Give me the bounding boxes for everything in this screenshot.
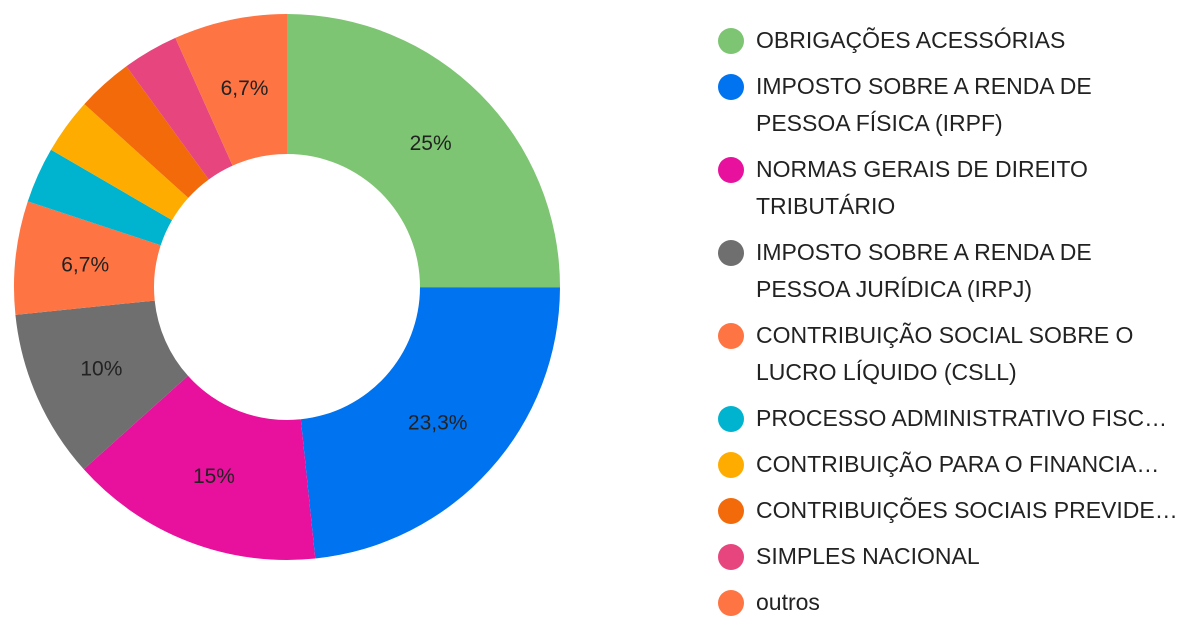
legend-label: IMPOSTO SOBRE A RENDA DE PESSOA JURÍDICA… xyxy=(756,239,1092,302)
legend-label: NORMAS GERAIS DE DIREITO TRIBUTÁRIO xyxy=(756,156,1088,219)
legend-swatch xyxy=(718,544,744,570)
slice-processo-administrativo-fisc[interactable] xyxy=(27,149,173,246)
legend-swatch xyxy=(718,28,744,54)
legend-swatch xyxy=(718,452,744,478)
legend-item-processo-administrativo-fisc[interactable]: PROCESSO ADMINISTRATIVO FISC… xyxy=(718,400,1188,437)
legend-item-imposto-sobre-a-renda-de-pessoa-juridica-irpj[interactable]: IMPOSTO SOBRE A RENDA DE PESSOA JURÍDICA… xyxy=(718,234,1188,308)
slice-label-normas-gerais-de-direito-tributario: 15% xyxy=(193,465,235,488)
donut-slices xyxy=(13,13,560,560)
legend-label: IMPOSTO SOBRE A RENDA DE PESSOA FÍSICA (… xyxy=(756,73,1092,136)
slice-data-labels: 25% 23,3% 15% 10% 6,7% 6,7% xyxy=(61,77,467,488)
slice-imposto-sobre-a-renda-de-pessoa-fisica-irpf[interactable] xyxy=(300,287,560,559)
legend-item-simples-nacional[interactable]: SIMPLES NACIONAL xyxy=(718,538,1188,575)
legend-item-outros[interactable]: outros xyxy=(718,584,1188,621)
slice-outros[interactable] xyxy=(175,13,287,166)
chart-legend: OBRIGAÇÕES ACESSÓRIAS IMPOSTO SOBRE A REN… xyxy=(718,22,1188,630)
legend-item-contribuicao-para-o-financia[interactable]: CONTRIBUIÇÃO PARA O FINANCIA… xyxy=(718,446,1188,483)
legend-label: CONTRIBUIÇÃO SOCIAL SOBRE O LUCRO LÍQUID… xyxy=(756,322,1134,385)
legend-swatch xyxy=(718,74,744,100)
legend-label: outros xyxy=(756,589,820,615)
slice-simples-nacional[interactable] xyxy=(126,37,233,180)
slice-label-imposto-sobre-a-renda-de-pessoa-juridica-irpj: 10% xyxy=(80,358,122,381)
legend-item-obrigacoes-acessorias[interactable]: OBRIGAÇÕES ACESSÓRIAS xyxy=(718,22,1188,59)
legend-swatch xyxy=(718,590,744,616)
legend-label: SIMPLES NACIONAL xyxy=(756,543,980,569)
legend-swatch xyxy=(718,406,744,432)
legend-label: CONTRIBUIÇÕES SOCIAIS PREVIDE… xyxy=(756,497,1178,523)
slice-label-obrigacoes-acessorias: 25% xyxy=(410,132,452,155)
legend-swatch xyxy=(718,323,744,349)
slice-obrigacoes-acessorias[interactable] xyxy=(287,14,560,288)
legend-label: OBRIGAÇÕES ACESSÓRIAS xyxy=(756,27,1066,53)
slice-normas-gerais-de-direito-tributario[interactable] xyxy=(83,375,316,560)
legend-item-normas-gerais-de-direito-tributario[interactable]: NORMAS GERAIS DE DIREITO TRIBUTÁRIO xyxy=(718,151,1188,225)
donut-chart: 25% 23,3% 15% 10% 6,7% 6,7% xyxy=(13,13,560,560)
legend-item-imposto-sobre-a-renda-de-pessoa-fisica-irpf[interactable]: IMPOSTO SOBRE A RENDA DE PESSOA FÍSICA (… xyxy=(718,68,1188,142)
slice-contribuicoes-sociais-previde[interactable] xyxy=(84,66,209,198)
legend-label: CONTRIBUIÇÃO PARA O FINANCIA… xyxy=(756,451,1160,477)
legend-label: PROCESSO ADMINISTRATIVO FISC… xyxy=(756,405,1168,431)
slice-contribuicao-para-o-financia[interactable] xyxy=(51,104,189,221)
legend-item-contribuicoes-sociais-previde[interactable]: CONTRIBUIÇÕES SOCIAIS PREVIDE… xyxy=(718,492,1188,529)
slice-label-imposto-sobre-a-renda-de-pessoa-fisica-irpf: 23,3% xyxy=(408,412,468,435)
legend-swatch xyxy=(718,498,744,524)
legend-swatch xyxy=(718,157,744,183)
slice-imposto-sobre-a-renda-de-pessoa-juridica-irpj[interactable] xyxy=(15,300,188,470)
slice-label-outros: 6,7% xyxy=(221,77,269,100)
slice-label-contribuicao-social-sobre-o-lucro-liquido-csll: 6,7% xyxy=(61,254,109,277)
legend-item-contribuicao-social-sobre-o-lucro-liquido-csll[interactable]: CONTRIBUIÇÃO SOCIAL SOBRE O LUCRO LÍQUID… xyxy=(718,317,1188,391)
legend-swatch xyxy=(718,240,744,266)
slice-contribuicao-social-sobre-o-lucro-liquido-csll[interactable] xyxy=(13,201,161,315)
